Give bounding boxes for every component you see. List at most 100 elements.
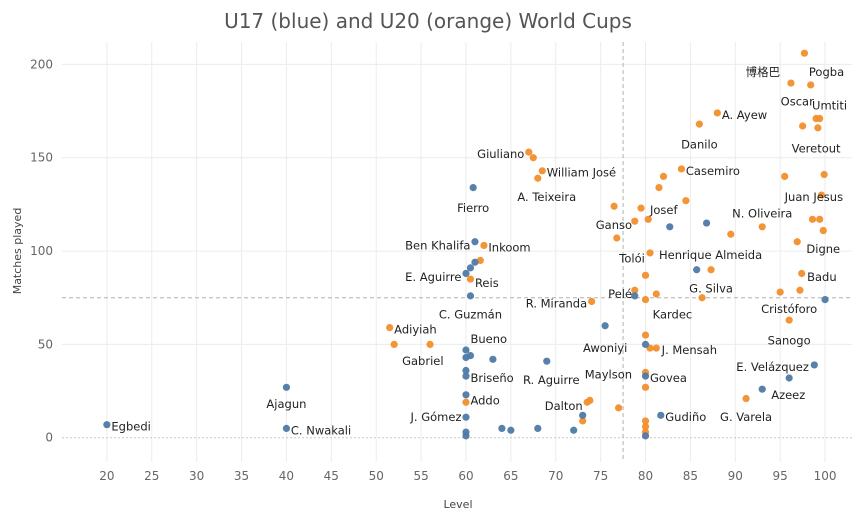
- point-label: Veretout: [792, 141, 841, 155]
- point-label: Gabriel: [402, 354, 443, 368]
- point-u20: [655, 184, 663, 192]
- point-label: Egbedi: [111, 420, 150, 434]
- point-u17: [702, 219, 711, 227]
- point-u20: [659, 172, 668, 180]
- reference-lines: [62, 42, 852, 462]
- point-label: Juan Jesus: [784, 190, 843, 204]
- point-label: Azeez: [771, 388, 805, 402]
- y-tick-label: 50: [38, 337, 53, 351]
- point-label: Pogba: [809, 65, 844, 79]
- point-label: Bueno: [470, 332, 507, 346]
- point-u20: [641, 331, 650, 339]
- point-label: Umtiti: [812, 98, 847, 112]
- point-u20: [641, 383, 650, 391]
- point-u17: [810, 361, 818, 369]
- point-label: Addo: [470, 393, 499, 407]
- y-tick-label: 200: [30, 57, 53, 71]
- point-u17: [641, 432, 650, 440]
- data-points: [103, 49, 829, 440]
- point-label: Digne: [806, 242, 840, 256]
- point-u17: [507, 426, 515, 434]
- gridlines: [62, 42, 852, 462]
- point-u17: [462, 366, 470, 375]
- point-label: Ajagun: [266, 397, 306, 411]
- point-u20: [682, 197, 690, 205]
- point-u17: [466, 292, 475, 300]
- point-u20: [641, 296, 650, 304]
- x-tick-label: 20: [99, 469, 114, 483]
- point-label: Fierro: [457, 201, 489, 215]
- point-u20: [646, 249, 654, 257]
- point-u20: [799, 122, 807, 130]
- point-u20: [426, 340, 434, 348]
- point-u17: [601, 322, 609, 330]
- point-u20: [816, 215, 824, 223]
- x-tick-label: 35: [234, 469, 249, 483]
- point-u20: [776, 288, 784, 296]
- point-u20: [820, 170, 828, 179]
- x-tick-label: 75: [593, 469, 608, 483]
- point-label: Inkoom: [488, 240, 530, 254]
- point-label: Danilo: [681, 138, 718, 152]
- point-u17: [631, 292, 639, 300]
- x-tick-label: 40: [279, 469, 294, 483]
- point-u20: [644, 215, 652, 223]
- point-u17: [785, 374, 793, 382]
- x-tick-label: 30: [189, 469, 204, 483]
- point-u17: [579, 411, 587, 419]
- point-label: Sanogo: [768, 334, 811, 348]
- x-tick-label: 80: [638, 469, 653, 483]
- point-u20: [652, 344, 660, 352]
- point-u17: [282, 383, 291, 391]
- point-label: Ganso: [596, 218, 632, 232]
- point-u20: [695, 120, 703, 128]
- x-axis-label: Level: [443, 498, 472, 511]
- point-label: Pelé: [608, 287, 632, 301]
- point-label: Maylson: [585, 367, 632, 381]
- point-u20: [480, 241, 488, 250]
- point-u17: [471, 258, 479, 266]
- point-label: G. Varela: [720, 410, 772, 424]
- y-tick-label: 150: [30, 151, 53, 165]
- point-u17: [462, 428, 470, 436]
- y-axis-ticks: 0 50 100 150 200: [30, 57, 53, 444]
- point-labels: Egbedi Ajagun C. Nwakali J. Gómez Addo Briseñ…: [111, 65, 847, 437]
- x-tick-label: 50: [369, 469, 384, 483]
- point-label: A. Teixeira: [517, 190, 576, 204]
- point-u17: [498, 424, 506, 432]
- point-label: Govea: [650, 371, 687, 385]
- point-label: Giuliano: [477, 147, 524, 161]
- point-label: C. Nwakali: [291, 423, 351, 437]
- point-u17: [657, 411, 665, 419]
- point-u20: [796, 286, 804, 294]
- point-u20: [529, 154, 537, 162]
- point-u17: [693, 266, 701, 274]
- point-u20: [707, 266, 715, 274]
- point-label: Reis: [475, 276, 499, 290]
- point-label: Awoniyi: [583, 341, 627, 355]
- point-u17: [641, 340, 650, 348]
- point-u20: [808, 215, 817, 223]
- x-tick-label: 95: [773, 469, 788, 483]
- point-u17: [103, 421, 111, 429]
- x-tick-label: 85: [683, 469, 698, 483]
- point-u20: [462, 398, 470, 406]
- point-u17: [641, 372, 650, 380]
- point-u20: [614, 404, 623, 412]
- point-u17: [462, 269, 470, 278]
- point-u20: [787, 79, 795, 87]
- point-u20: [800, 49, 809, 57]
- point-label: J. Gómez: [410, 410, 462, 424]
- point-label: G. Silva: [689, 281, 733, 295]
- y-axis-label: Matches played: [11, 208, 24, 295]
- x-tick-label: 65: [503, 469, 518, 483]
- point-u20: [713, 109, 721, 117]
- point-label: Briseño: [470, 371, 513, 385]
- point-label: C. Guzmán: [439, 308, 502, 322]
- point-u20: [386, 324, 394, 332]
- point-u17: [666, 223, 674, 231]
- point-label: Henrique Almeida: [659, 248, 762, 262]
- point-u20: [613, 234, 621, 242]
- point-u20: [677, 165, 686, 173]
